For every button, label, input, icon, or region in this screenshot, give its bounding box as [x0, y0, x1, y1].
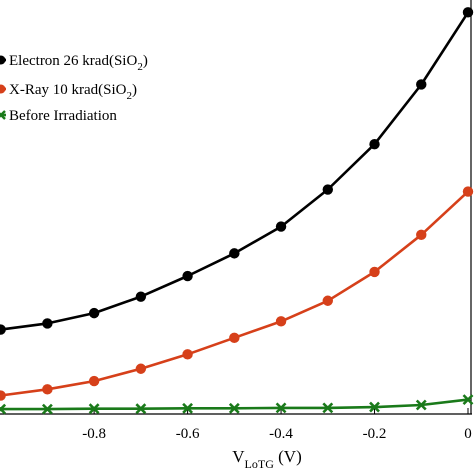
data-point: [275, 316, 287, 327]
series-3: [0, 394, 474, 415]
legend: Electron 26 krad(SiO2) X-Ray 10 krad(SiO2…: [0, 53, 148, 124]
data-point: [229, 332, 240, 344]
data-point: [135, 403, 147, 415]
marker-stroke: [0, 403, 7, 412]
series-1: [0, 7, 474, 335]
series-layer: [0, 7, 474, 415]
data-point: [228, 402, 240, 414]
x-tick-label: -0.2: [363, 426, 387, 442]
data-point: [41, 403, 53, 415]
data-point: [275, 402, 287, 414]
data-point: [88, 307, 100, 319]
marker-stroke: [415, 399, 427, 411]
x-tick-label: -0.4: [269, 426, 293, 442]
data-point: [462, 7, 474, 18]
data-point: [0, 403, 7, 415]
data-point: [322, 402, 334, 414]
marker-stroke: [41, 403, 53, 415]
data-point: [182, 349, 193, 360]
legend-marker: [0, 55, 6, 65]
x-ticks: -0.8 -0.6 -0.4 -0.2 0: [82, 408, 472, 442]
data-point: [0, 390, 6, 401]
marker-stroke: [135, 403, 147, 415]
legend-item: Before Irradiation: [0, 108, 117, 124]
data-point: [135, 363, 147, 374]
data-point: [369, 139, 380, 150]
x-tick-label: -0.6: [176, 426, 200, 442]
data-point: [415, 399, 427, 411]
marker-stroke: [369, 401, 380, 413]
data-point: [462, 394, 474, 406]
data-point: [0, 324, 6, 335]
series-2: [0, 186, 474, 401]
legend-item: Electron 26 krad(SiO2): [0, 53, 148, 73]
data-point: [275, 221, 287, 232]
marker-stroke: [322, 402, 334, 414]
marker-stroke: [182, 402, 194, 414]
marker-stroke: [275, 402, 287, 414]
data-point: [416, 229, 427, 241]
marker-stroke: [88, 403, 100, 415]
data-point: [42, 318, 53, 329]
x-tick-label: -0.8: [82, 426, 106, 442]
data-point: [182, 402, 194, 414]
data-point: [88, 403, 100, 415]
legend-marker: [0, 84, 6, 94]
axes: [0, 0, 472, 415]
data-point: [322, 295, 333, 306]
data-point: [369, 266, 380, 278]
data-point: [462, 186, 474, 197]
data-point: [416, 79, 427, 90]
data-point: [135, 291, 147, 302]
marker-stroke: [462, 394, 474, 406]
legend-item: X-Ray 10 krad(SiO2): [0, 82, 137, 102]
legend-label: Electron 26 krad(SiO2): [9, 53, 148, 73]
x-axis-label: VLoTG (V): [232, 447, 301, 471]
legend-marker: [0, 110, 6, 118]
data-point: [229, 248, 240, 259]
data-point: [369, 401, 380, 413]
legend-label: Before Irradiation: [9, 108, 117, 124]
marker-stroke: [228, 402, 240, 414]
data-point: [182, 270, 193, 282]
data-point: [88, 375, 100, 387]
data-point: [322, 184, 333, 195]
data-point: [42, 384, 53, 395]
legend-label: X-Ray 10 krad(SiO2): [9, 82, 137, 102]
x-tick-label: 0: [464, 426, 472, 442]
